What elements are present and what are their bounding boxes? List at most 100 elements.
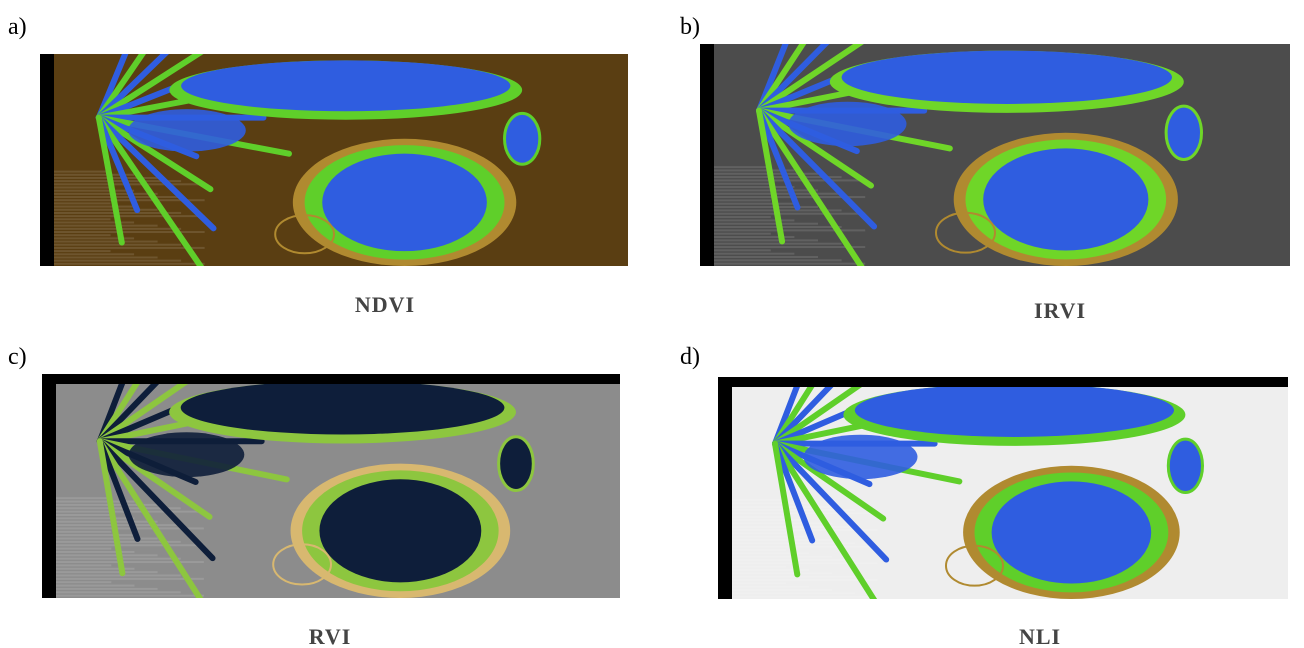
image-region (52, 250, 111, 252)
index-image (42, 374, 620, 598)
image-region (789, 102, 907, 146)
image-region (855, 384, 1174, 437)
image-region (54, 551, 135, 553)
image-region (729, 539, 832, 541)
image-region (718, 377, 1288, 387)
image-region (729, 516, 786, 518)
image-region (842, 51, 1172, 104)
image-region (729, 556, 832, 558)
image-region (712, 246, 865, 248)
panel-label: c) (8, 344, 27, 371)
image-region (128, 109, 246, 151)
panel-caption: NLI (1019, 624, 1061, 648)
image-region (54, 531, 112, 533)
image-region (54, 571, 158, 573)
image-region (54, 514, 112, 516)
image-region (42, 374, 620, 384)
image-region (54, 564, 112, 566)
image-region (729, 579, 877, 581)
index-image (718, 377, 1288, 599)
image-region (52, 209, 158, 211)
image-region (712, 183, 771, 185)
image-region (729, 536, 809, 538)
image-region (992, 481, 1152, 583)
image-region (54, 588, 158, 590)
image-region (712, 219, 795, 221)
image-region (52, 193, 158, 195)
figure: a) NDVI b) IRVI c) RVI d) NLI (0, 0, 1304, 648)
image-region (129, 432, 245, 477)
image-region (54, 544, 204, 546)
image-region (52, 225, 158, 227)
image-region (52, 190, 134, 192)
image-region (52, 247, 205, 249)
image-region (54, 595, 204, 597)
image-region (712, 199, 771, 201)
image-region (729, 572, 832, 574)
image-region (54, 517, 135, 519)
image-region (52, 202, 111, 204)
image-region (712, 189, 818, 191)
image-region (729, 562, 877, 564)
image-region (319, 479, 481, 582)
image-region (52, 253, 134, 255)
image-region (322, 154, 487, 252)
image-region (718, 377, 732, 599)
image-region (52, 234, 111, 236)
index-image (700, 44, 1290, 266)
image-region (54, 581, 112, 583)
image-region (1166, 106, 1201, 159)
image-region (52, 215, 205, 217)
image-region (54, 574, 181, 576)
image-region (52, 263, 205, 265)
image-region (54, 521, 158, 523)
image-region (712, 223, 818, 225)
image-region (712, 206, 818, 208)
image-region (712, 166, 771, 168)
image-region (54, 497, 112, 499)
image-region (729, 549, 786, 551)
image-region (729, 532, 786, 534)
image-region (54, 578, 204, 580)
image-region (1168, 439, 1202, 492)
image-region (54, 585, 135, 587)
image-region (499, 437, 534, 491)
image-region (700, 44, 714, 266)
index-image (40, 54, 628, 266)
image-region (52, 221, 134, 223)
panel-caption: IRVI (1034, 298, 1086, 324)
image-region (54, 548, 112, 550)
image-region (712, 256, 818, 258)
image-region (712, 213, 865, 215)
panel-label: d) (680, 344, 700, 371)
image-region (804, 435, 918, 479)
panel-caption: NDVI (355, 292, 415, 318)
image-region (712, 216, 771, 218)
panel-caption: RVI (309, 624, 352, 648)
image-region (54, 561, 204, 563)
panel-label: b) (680, 14, 700, 41)
image-region (712, 259, 842, 261)
image-region (54, 591, 181, 593)
image-region (729, 519, 809, 521)
image-region (983, 148, 1148, 250)
image-region (54, 534, 135, 536)
image-region (712, 263, 865, 265)
image-region (505, 113, 540, 164)
image-region (712, 203, 795, 205)
image-region (52, 187, 111, 189)
image-region (729, 546, 877, 548)
image-region (54, 538, 158, 540)
image-region (729, 552, 809, 554)
image-region (712, 249, 771, 251)
image-region (52, 206, 134, 208)
image-region (181, 60, 510, 111)
image-region (729, 596, 877, 598)
image-region (729, 522, 832, 524)
image-region (52, 256, 158, 258)
image-region (729, 592, 854, 594)
image-region (729, 576, 854, 578)
image-region (40, 54, 54, 266)
image-region (712, 186, 795, 188)
image-region (712, 229, 865, 231)
